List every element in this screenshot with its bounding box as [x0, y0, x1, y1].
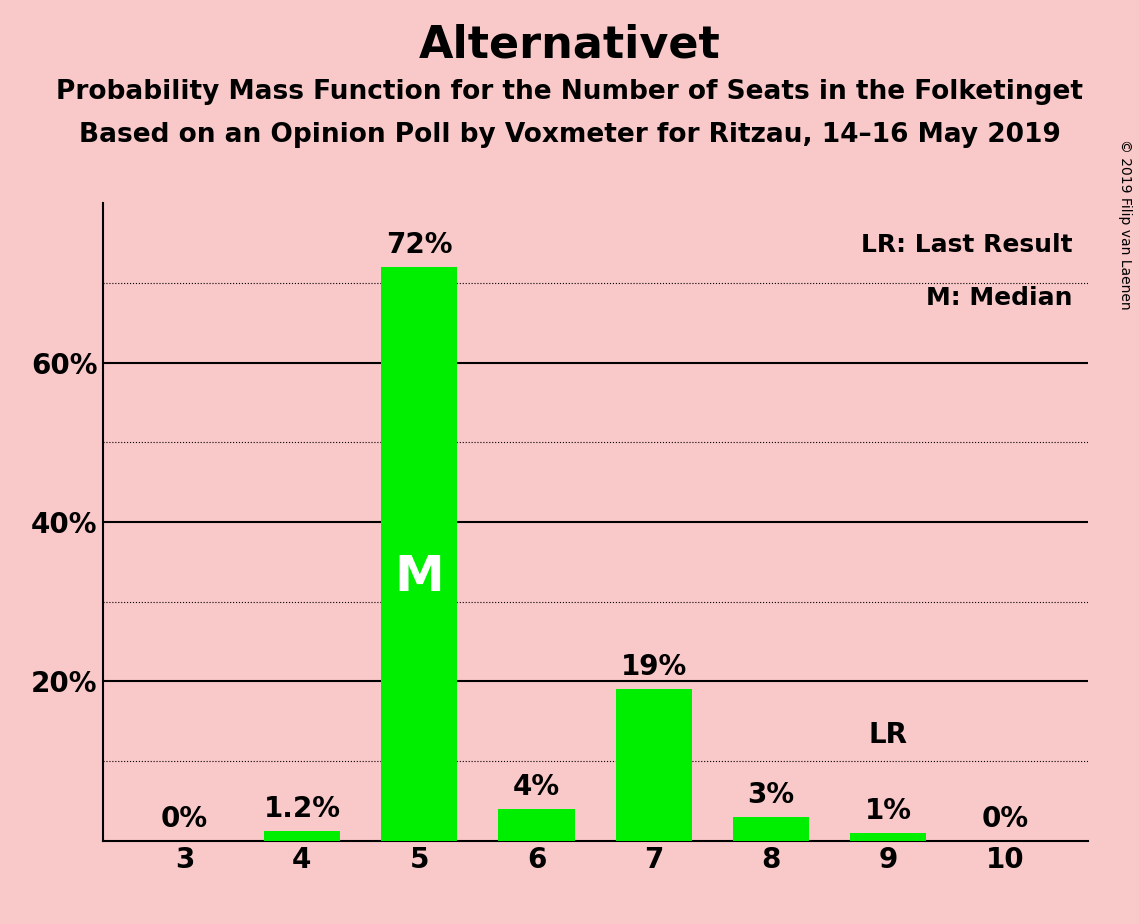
- Text: © 2019 Filip van Laenen: © 2019 Filip van Laenen: [1118, 139, 1132, 310]
- Text: 72%: 72%: [386, 231, 452, 259]
- Text: Based on an Opinion Poll by Voxmeter for Ritzau, 14–16 May 2019: Based on an Opinion Poll by Voxmeter for…: [79, 122, 1060, 148]
- Text: 0%: 0%: [982, 805, 1030, 833]
- Text: 19%: 19%: [621, 653, 687, 682]
- Text: LR: Last Result: LR: Last Result: [861, 234, 1073, 258]
- Bar: [264, 832, 341, 841]
- Bar: [616, 689, 691, 841]
- Text: Alternativet: Alternativet: [419, 23, 720, 67]
- Bar: [732, 817, 809, 841]
- Text: 4%: 4%: [513, 773, 560, 801]
- Bar: [499, 809, 574, 841]
- Text: M: Median: M: Median: [926, 286, 1073, 310]
- Text: LR: LR: [869, 722, 908, 749]
- Bar: [382, 267, 458, 841]
- Text: Probability Mass Function for the Number of Seats in the Folketinget: Probability Mass Function for the Number…: [56, 79, 1083, 104]
- Bar: [850, 833, 926, 841]
- Text: 1.2%: 1.2%: [263, 796, 341, 823]
- Text: 1%: 1%: [865, 796, 912, 825]
- Text: 0%: 0%: [161, 805, 208, 833]
- Text: 3%: 3%: [747, 781, 795, 809]
- Text: M: M: [394, 553, 444, 601]
